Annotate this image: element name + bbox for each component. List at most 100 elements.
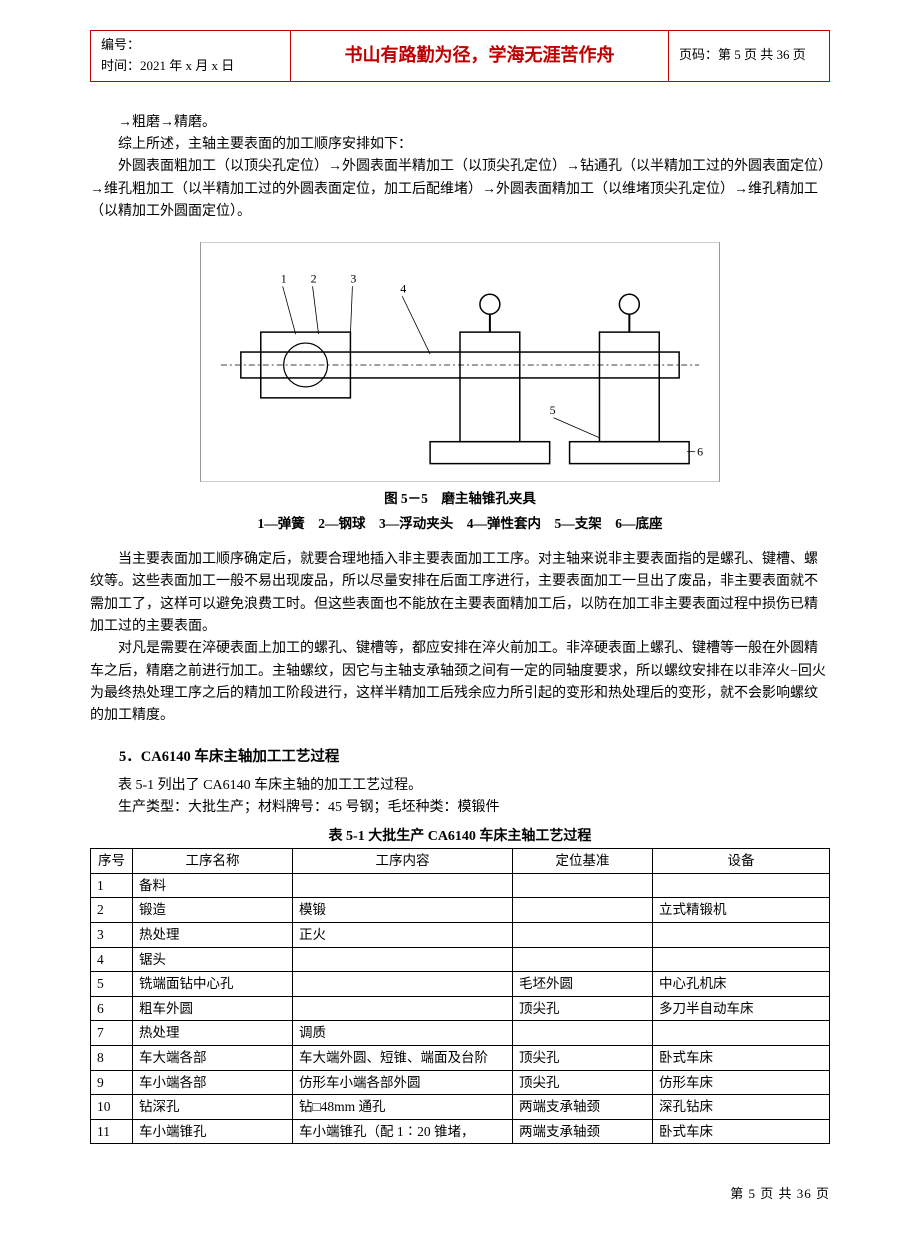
table-cell: 9 bbox=[91, 1070, 133, 1095]
page-header: 编号： 时间：2021 年 x 月 x 日 书山有路勤为径，学海无涯苦作舟 页码… bbox=[90, 30, 830, 82]
time-label: 时间： bbox=[101, 58, 140, 73]
table-cell bbox=[653, 1021, 830, 1046]
table-row: 4锯头 bbox=[91, 947, 830, 972]
table-cell: 热处理 bbox=[133, 923, 293, 948]
svg-text:6: 6 bbox=[697, 444, 703, 458]
time-line: 时间：2021 年 x 月 x 日 bbox=[101, 56, 280, 77]
figure-block: 1 2 3 4 5 6 图 5－5 磨主轴锥孔夹具 1—弹簧 2—钢球 3—浮动… bbox=[90, 242, 830, 535]
table-cell: 顶尖孔 bbox=[513, 1045, 653, 1070]
table-cell: 热处理 bbox=[133, 1021, 293, 1046]
table-header-row: 序号 工序名称 工序内容 定位基准 设备 bbox=[91, 849, 830, 874]
table-cell bbox=[653, 947, 830, 972]
table-cell bbox=[293, 996, 513, 1021]
page-value: 第 5 页 共 36 页 bbox=[718, 45, 806, 66]
table-cell: 钻深孔 bbox=[133, 1095, 293, 1120]
table-row: 6粗车外圆顶尖孔多刀半自动车床 bbox=[91, 996, 830, 1021]
table-cell: 模锻 bbox=[293, 898, 513, 923]
table-cell bbox=[513, 898, 653, 923]
process-table: 序号 工序名称 工序内容 定位基准 设备 1备料2锻造模锻立式精锻机3热处理正火… bbox=[90, 848, 830, 1144]
table-cell: 11 bbox=[91, 1119, 133, 1144]
svg-text:2: 2 bbox=[311, 271, 317, 285]
table-cell: 粗车外圆 bbox=[133, 996, 293, 1021]
table-cell: 1 bbox=[91, 873, 133, 898]
table-cell: 车小端各部 bbox=[133, 1070, 293, 1095]
table-cell bbox=[513, 1021, 653, 1046]
table-cell: 车小端锥孔（配 1∶20 锥堵， bbox=[293, 1119, 513, 1144]
section-5-heading: 5．CA6140 车床主轴加工工艺过程 bbox=[90, 746, 830, 769]
header-motto: 书山有路勤为径，学海无涯苦作舟 bbox=[345, 41, 615, 70]
section-5-lead1: 表 5-1 列出了 CA6140 车床主轴的加工工艺过程。 bbox=[90, 775, 830, 797]
table-cell: 两端支承轴颈 bbox=[513, 1119, 653, 1144]
table-cell bbox=[513, 947, 653, 972]
table-cell: 10 bbox=[91, 1095, 133, 1120]
figure-caption-1: 图 5－5 磨主轴锥孔夹具 bbox=[90, 488, 830, 510]
table-row: 8车大端各部车大端外圆、短锥、端面及台阶顶尖孔卧式车床 bbox=[91, 1045, 830, 1070]
table-cell: 深孔钻床 bbox=[653, 1095, 830, 1120]
table-cell: 多刀半自动车床 bbox=[653, 996, 830, 1021]
table-cell bbox=[293, 873, 513, 898]
svg-text:4: 4 bbox=[400, 281, 406, 295]
table-cell: 车大端各部 bbox=[133, 1045, 293, 1070]
table-cell bbox=[513, 923, 653, 948]
table-cell bbox=[653, 873, 830, 898]
intro-line2: 综上所述，主轴主要表面的加工顺序安排如下： bbox=[90, 134, 830, 156]
table-cell: 3 bbox=[91, 923, 133, 948]
intro-line3: 外圆表面粗加工（以顶尖孔定位）→外圆表面半精加工（以顶尖孔定位）→钻通孔（以半精… bbox=[90, 156, 830, 223]
table-cell: 顶尖孔 bbox=[513, 1070, 653, 1095]
table-cell: 车大端外圆、短锥、端面及台阶 bbox=[293, 1045, 513, 1070]
table-row: 1备料 bbox=[91, 873, 830, 898]
table-row: 2锻造模锻 立式精锻机 bbox=[91, 898, 830, 923]
svg-text:1: 1 bbox=[281, 271, 287, 285]
intro-line1: →粗磨→精磨。 bbox=[90, 112, 830, 134]
paragraph-1: 当主要表面加工顺序确定后，就要合理地插入非主要表面加工工序。对主轴来说非主要表面… bbox=[90, 549, 830, 639]
table-cell: 正火 bbox=[293, 923, 513, 948]
table-cell bbox=[293, 972, 513, 997]
table-cell bbox=[293, 947, 513, 972]
table-row: 11车小端锥孔车小端锥孔（配 1∶20 锥堵，两端支承轴颈卧式车床 bbox=[91, 1119, 830, 1144]
table-cell: 两端支承轴颈 bbox=[513, 1095, 653, 1120]
table-cell: 8 bbox=[91, 1045, 133, 1070]
serial-label: 编号： bbox=[101, 35, 280, 56]
table-cell: 毛坯外圆 bbox=[513, 972, 653, 997]
svg-text:3: 3 bbox=[350, 271, 356, 285]
table-cell: 4 bbox=[91, 947, 133, 972]
table-cell: 卧式车床 bbox=[653, 1045, 830, 1070]
table-cell: 中心孔机床 bbox=[653, 972, 830, 997]
time-value: 2021 年 x 月 x 日 bbox=[140, 58, 234, 73]
th-basis: 定位基准 bbox=[513, 849, 653, 874]
table-cell: 5 bbox=[91, 972, 133, 997]
table-row: 10钻深孔钻□48mm 通孔两端支承轴颈深孔钻床 bbox=[91, 1095, 830, 1120]
table-cell bbox=[653, 923, 830, 948]
table-row: 7热处理调质 bbox=[91, 1021, 830, 1046]
table-row: 9车小端各部仿形车小端各部外圆顶尖孔仿形车床 bbox=[91, 1070, 830, 1095]
table-cell: 7 bbox=[91, 1021, 133, 1046]
header-center-block: 书山有路勤为径，学海无涯苦作舟 bbox=[291, 31, 669, 81]
table-cell: 仿形车小端各部外圆 bbox=[293, 1070, 513, 1095]
table-cell: 铣端面钻中心孔 bbox=[133, 972, 293, 997]
table-cell: 锻造 bbox=[133, 898, 293, 923]
svg-text:5: 5 bbox=[550, 402, 556, 416]
table-cell: 立式精锻机 bbox=[653, 898, 830, 923]
table-row: 3热处理正火 bbox=[91, 923, 830, 948]
table-title: 表 5-1 大批生产 CA6140 车床主轴工艺过程 bbox=[90, 826, 830, 848]
table-row: 5铣端面钻中心孔 毛坯外圆中心孔机床 bbox=[91, 972, 830, 997]
th-name: 工序名称 bbox=[133, 849, 293, 874]
table-cell: 备料 bbox=[133, 873, 293, 898]
th-equip: 设备 bbox=[653, 849, 830, 874]
table-cell: 2 bbox=[91, 898, 133, 923]
header-left-block: 编号： 时间：2021 年 x 月 x 日 bbox=[91, 31, 291, 81]
figure-image: 1 2 3 4 5 6 bbox=[200, 242, 720, 482]
table-cell: 顶尖孔 bbox=[513, 996, 653, 1021]
header-right-block: 页码：第 5 页 共 36 页 bbox=[669, 31, 829, 81]
th-seq: 序号 bbox=[91, 849, 133, 874]
table-cell: 车小端锥孔 bbox=[133, 1119, 293, 1144]
figure-caption-2: 1—弹簧 2—钢球 3—浮动夹头 4—弹性套内 5—支架 6—底座 bbox=[90, 513, 830, 535]
page-label: 页码： bbox=[679, 45, 718, 66]
table-cell: 调质 bbox=[293, 1021, 513, 1046]
table-cell: 仿形车床 bbox=[653, 1070, 830, 1095]
fixture-diagram-icon: 1 2 3 4 5 6 bbox=[201, 242, 719, 482]
page-footer: 第 5 页 共 36 页 bbox=[90, 1184, 830, 1205]
section-5-lead2: 生产类型：大批生产；材料牌号：45 号钢；毛坯种类：模锻件 bbox=[90, 797, 830, 819]
table-cell: 钻□48mm 通孔 bbox=[293, 1095, 513, 1120]
th-content: 工序内容 bbox=[293, 849, 513, 874]
